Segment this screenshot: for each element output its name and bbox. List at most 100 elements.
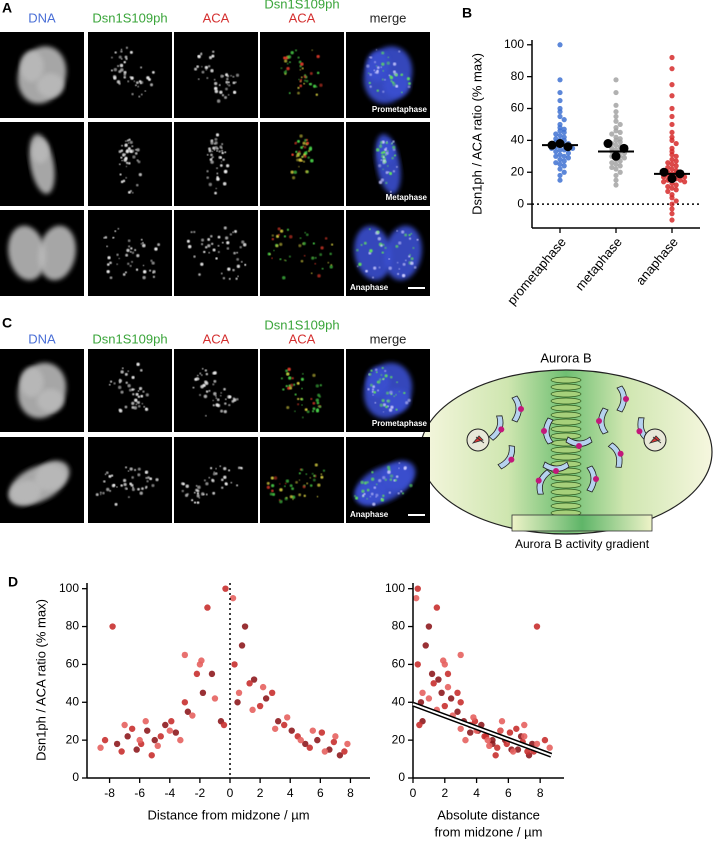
spot <box>201 368 204 370</box>
micrograph <box>88 32 172 118</box>
kinetochore <box>636 428 643 435</box>
spot <box>149 83 154 87</box>
spot <box>200 262 204 266</box>
micrograph-bg <box>260 437 344 523</box>
spot <box>373 486 377 489</box>
spot <box>416 238 419 241</box>
swarm-point <box>669 211 675 217</box>
spot <box>133 80 136 83</box>
spot <box>233 91 236 94</box>
spot <box>196 501 200 504</box>
spot <box>140 394 144 398</box>
spot <box>216 149 218 152</box>
micrograph <box>346 122 430 206</box>
spot <box>228 404 231 407</box>
spot <box>286 228 290 231</box>
spot <box>128 388 132 392</box>
y-tick-label: 60 <box>511 101 525 115</box>
spot <box>227 395 231 399</box>
spot <box>120 484 123 487</box>
scatter-point <box>470 714 477 721</box>
spot <box>312 407 316 411</box>
spot <box>118 257 120 260</box>
spot <box>142 242 144 244</box>
spot <box>287 55 292 59</box>
spot <box>234 81 237 84</box>
spot <box>273 476 278 480</box>
spot <box>219 164 223 167</box>
spot <box>236 251 239 254</box>
spot <box>381 366 384 370</box>
spot <box>297 91 300 95</box>
spot <box>397 272 400 276</box>
spot <box>395 408 398 411</box>
spot <box>382 403 387 407</box>
spot <box>212 248 216 252</box>
spot <box>380 244 383 247</box>
spot <box>382 476 386 480</box>
chromosome <box>535 469 552 495</box>
spot <box>376 148 380 152</box>
scatter-point <box>249 706 256 714</box>
spot <box>129 140 133 145</box>
swarm-point <box>613 161 619 167</box>
spot <box>320 473 323 475</box>
spot <box>211 156 214 159</box>
micrograph <box>88 349 172 432</box>
spot <box>316 495 319 498</box>
spot <box>383 78 386 81</box>
spot <box>223 475 227 479</box>
spot <box>197 485 201 490</box>
scatter-point <box>441 702 448 710</box>
spot <box>312 373 316 378</box>
kinetochore <box>541 428 547 434</box>
spot <box>214 89 219 94</box>
spot <box>388 408 393 412</box>
spot <box>312 410 315 413</box>
spot <box>286 66 290 71</box>
spot <box>120 390 124 394</box>
spot <box>311 472 314 475</box>
spot <box>387 56 390 59</box>
spot <box>316 408 319 411</box>
spot <box>118 70 122 74</box>
chromatid <box>543 417 554 445</box>
swarm-point <box>669 206 675 212</box>
spot <box>403 391 406 395</box>
spot <box>384 148 387 152</box>
scatter-point <box>416 721 423 729</box>
chromosome <box>497 445 515 470</box>
micrograph <box>0 122 84 206</box>
spot <box>230 481 233 484</box>
micrograph <box>260 349 344 432</box>
spot <box>372 394 374 396</box>
spot <box>298 244 302 248</box>
x-tick-label: 4 <box>287 786 294 800</box>
spot <box>319 253 323 257</box>
spot <box>320 246 324 250</box>
diagram-title: Aurora B <box>540 350 591 365</box>
microtubule <box>550 376 582 384</box>
spot <box>393 395 396 398</box>
spot <box>382 411 385 413</box>
spot <box>145 476 148 480</box>
spot <box>373 69 376 72</box>
spot <box>225 87 228 91</box>
spot <box>213 149 216 151</box>
scatter-point <box>241 623 249 630</box>
scatter-point <box>133 746 140 753</box>
spot <box>117 385 122 390</box>
spot <box>395 475 399 478</box>
spot <box>213 392 217 396</box>
spot <box>317 274 321 278</box>
y-tick-label: 0 <box>72 770 79 784</box>
spot <box>385 141 388 144</box>
spot <box>137 467 141 471</box>
spot <box>198 393 202 397</box>
spot <box>305 233 309 237</box>
spot <box>285 369 289 373</box>
spot <box>214 191 217 195</box>
microtubule <box>550 390 582 398</box>
spot <box>358 262 362 267</box>
spot <box>310 272 313 274</box>
